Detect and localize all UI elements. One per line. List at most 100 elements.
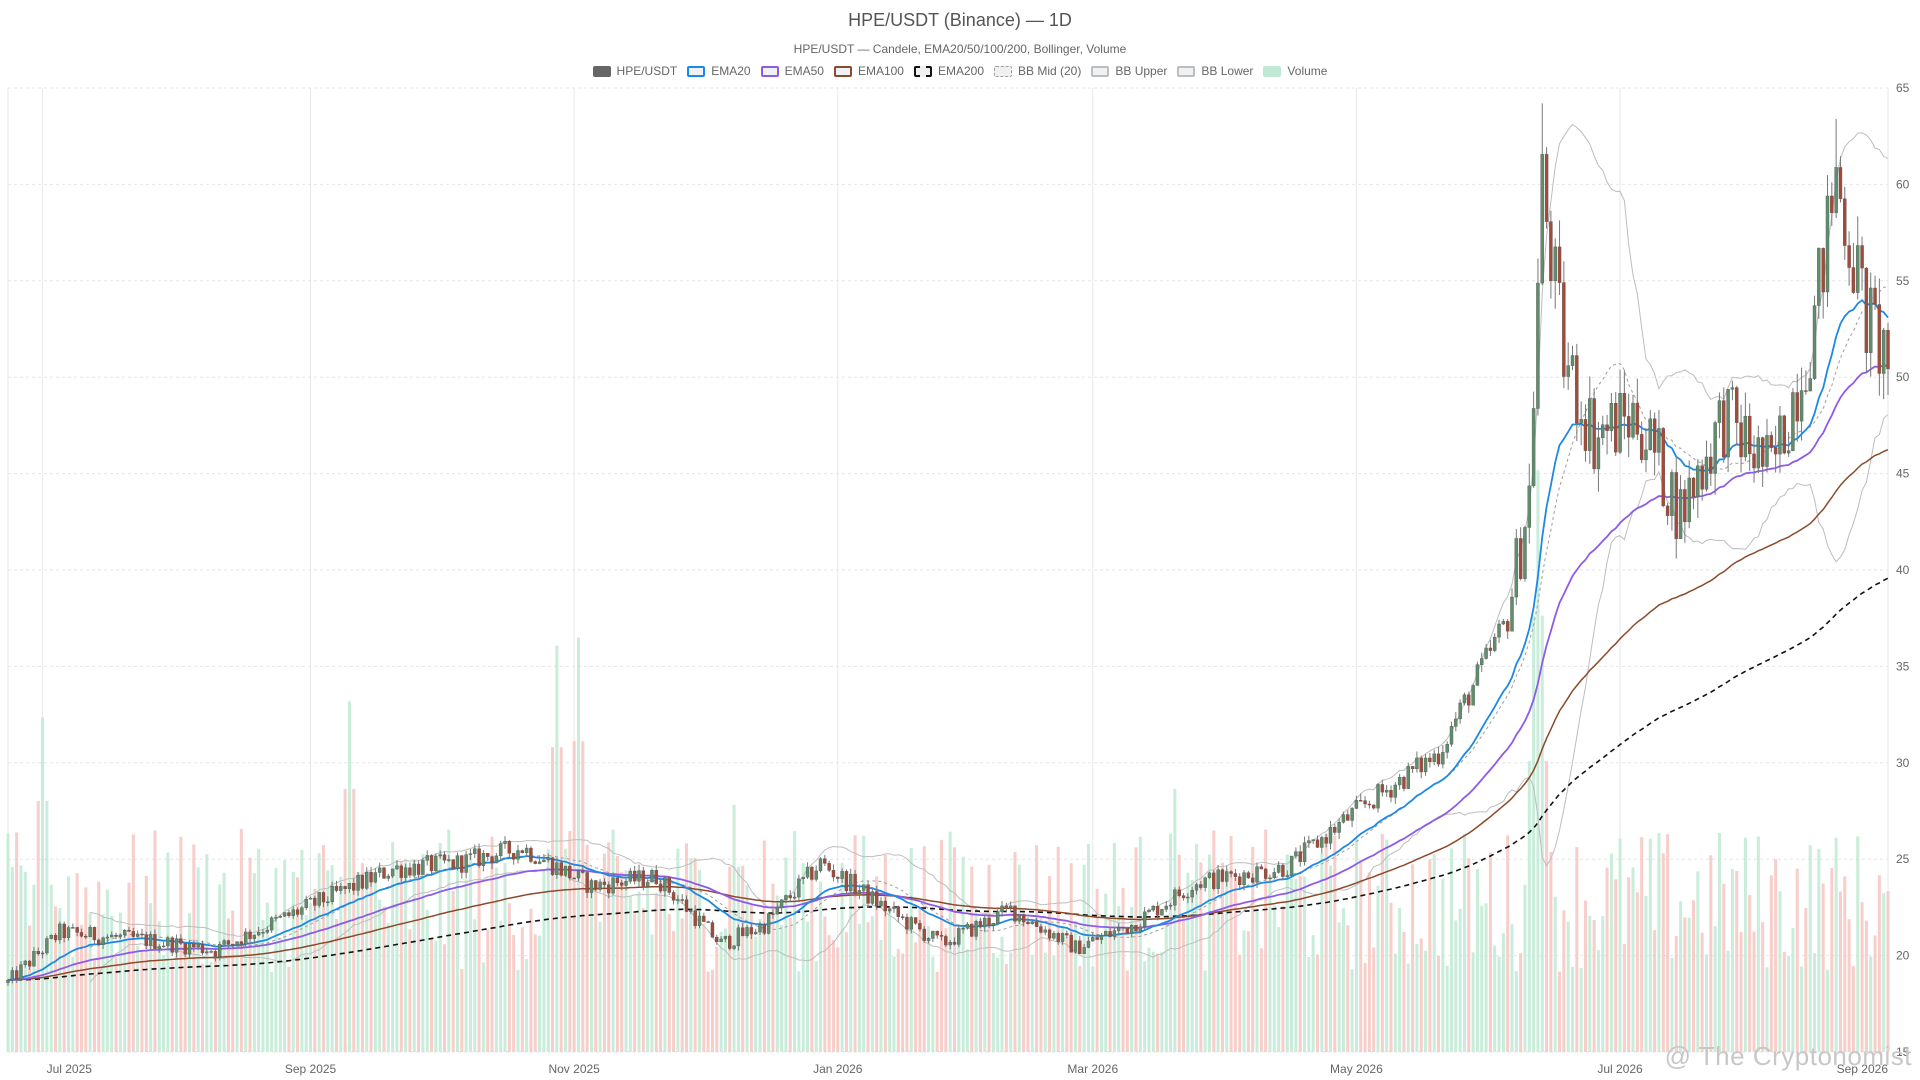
candle-body (922, 928, 926, 941)
volume-bar (1125, 970, 1129, 1052)
volume-bar (654, 892, 658, 1052)
volume-bar (594, 885, 598, 1052)
volume-bar (1661, 853, 1665, 1052)
candle-body (127, 929, 131, 932)
candle-body (1233, 873, 1238, 877)
volume-bar (1169, 833, 1173, 1052)
legend-item-2[interactable]: EMA50 (760, 64, 824, 78)
candle-body (1838, 167, 1843, 199)
volume-bar (1307, 957, 1311, 1052)
candle-body (131, 931, 136, 937)
volume-bar (218, 884, 222, 1052)
legend-item-4[interactable]: EMA200 (913, 64, 984, 78)
volume-bar (823, 916, 827, 1052)
candle-body (568, 865, 572, 879)
volume-bar (646, 882, 650, 1052)
candle-body (1203, 877, 1207, 888)
candle-body (153, 934, 157, 949)
ema-lines (7, 298, 1889, 981)
volume-bar (1173, 789, 1177, 1052)
volume-bar (1635, 892, 1639, 1052)
candle-body (1056, 933, 1060, 942)
candle-body (274, 917, 278, 919)
candle-body (1471, 685, 1475, 706)
volume-bar (775, 895, 779, 1052)
y-tick-label: 50 (1896, 370, 1910, 384)
ema20-line (7, 298, 1889, 981)
candle-body (1622, 393, 1627, 417)
candle-body (486, 853, 490, 857)
candle-body (555, 862, 559, 875)
legend-item-7[interactable]: BB Lower (1177, 64, 1253, 78)
candle-body (1186, 896, 1190, 899)
volume-bar (940, 840, 944, 1052)
volume-bar (883, 854, 887, 1052)
volume-bar (313, 888, 317, 1052)
candle-body (1614, 403, 1618, 453)
legend-item-1[interactable]: EMA20 (687, 64, 751, 78)
volume-bar (1359, 860, 1363, 1052)
candle-body (1678, 489, 1683, 539)
candle-body (425, 855, 429, 861)
volume-bar (1026, 919, 1030, 1052)
candle-body (1696, 465, 1700, 498)
candle-body (408, 867, 412, 876)
candle-body (395, 865, 399, 870)
candle-body (1670, 472, 1674, 516)
volume-bar (935, 971, 939, 1052)
volume-bar (1186, 872, 1190, 1052)
legend-label: BB Mid (20) (1018, 64, 1082, 78)
volume-bar (1506, 835, 1510, 1052)
volume-bar (1095, 888, 1099, 1052)
candle-body (1095, 937, 1099, 940)
legend-item-8[interactable]: Volume (1263, 64, 1327, 78)
legend-item-6[interactable]: BB Upper (1091, 64, 1167, 78)
candle-body (148, 934, 153, 946)
volume-bar (1730, 869, 1734, 1052)
x-tick-label: Mar 2026 (1067, 1062, 1118, 1076)
candle-body (607, 884, 611, 894)
volume-bar (477, 848, 481, 1052)
volume-bar (1838, 891, 1842, 1052)
volume-bar (274, 868, 278, 1052)
volume-bar (1264, 829, 1268, 1052)
legend-item-5[interactable]: BB Mid (20) (994, 64, 1081, 78)
volume-bar (1454, 920, 1458, 1052)
candle-body (1808, 378, 1812, 392)
y-tick-label: 15 (1896, 1045, 1910, 1059)
volume-bar (1570, 966, 1575, 1052)
candle-body (503, 841, 507, 844)
candle-body (1786, 450, 1791, 454)
volume-bar (365, 883, 369, 1052)
volume-bar (529, 908, 533, 1052)
candle-body (40, 952, 45, 955)
legend-item-0[interactable]: HPE/USDT (592, 64, 677, 78)
volume-bar (602, 853, 606, 1052)
candle-body (6, 979, 10, 983)
candle-body (1043, 929, 1047, 933)
volume-bar (54, 906, 58, 1052)
candle-body (75, 927, 79, 933)
volume-bar (1527, 761, 1531, 1052)
legend-item-3[interactable]: EMA100 (833, 64, 904, 78)
volume-bar (200, 963, 204, 1052)
y-tick-label: 65 (1896, 81, 1910, 95)
volume-bar (1303, 876, 1307, 1052)
candle-body (243, 931, 248, 945)
candle-body (1778, 415, 1782, 455)
volume-bar (1605, 867, 1609, 1052)
volume-bar (1108, 916, 1112, 1052)
candle-body (905, 917, 909, 930)
x-tick-label: Jul 2026 (1597, 1062, 1643, 1076)
volume-bar (598, 922, 602, 1052)
volume-bar (1294, 878, 1298, 1052)
candle-body (498, 843, 503, 857)
candle-body (1834, 167, 1838, 213)
volume-bar (1398, 907, 1402, 1052)
candle-body (758, 924, 762, 933)
candle-body (14, 970, 19, 980)
volume-bar (1350, 969, 1354, 1052)
candle-body (1320, 837, 1324, 848)
volume-bar (831, 940, 835, 1052)
candle-body (1531, 408, 1536, 487)
